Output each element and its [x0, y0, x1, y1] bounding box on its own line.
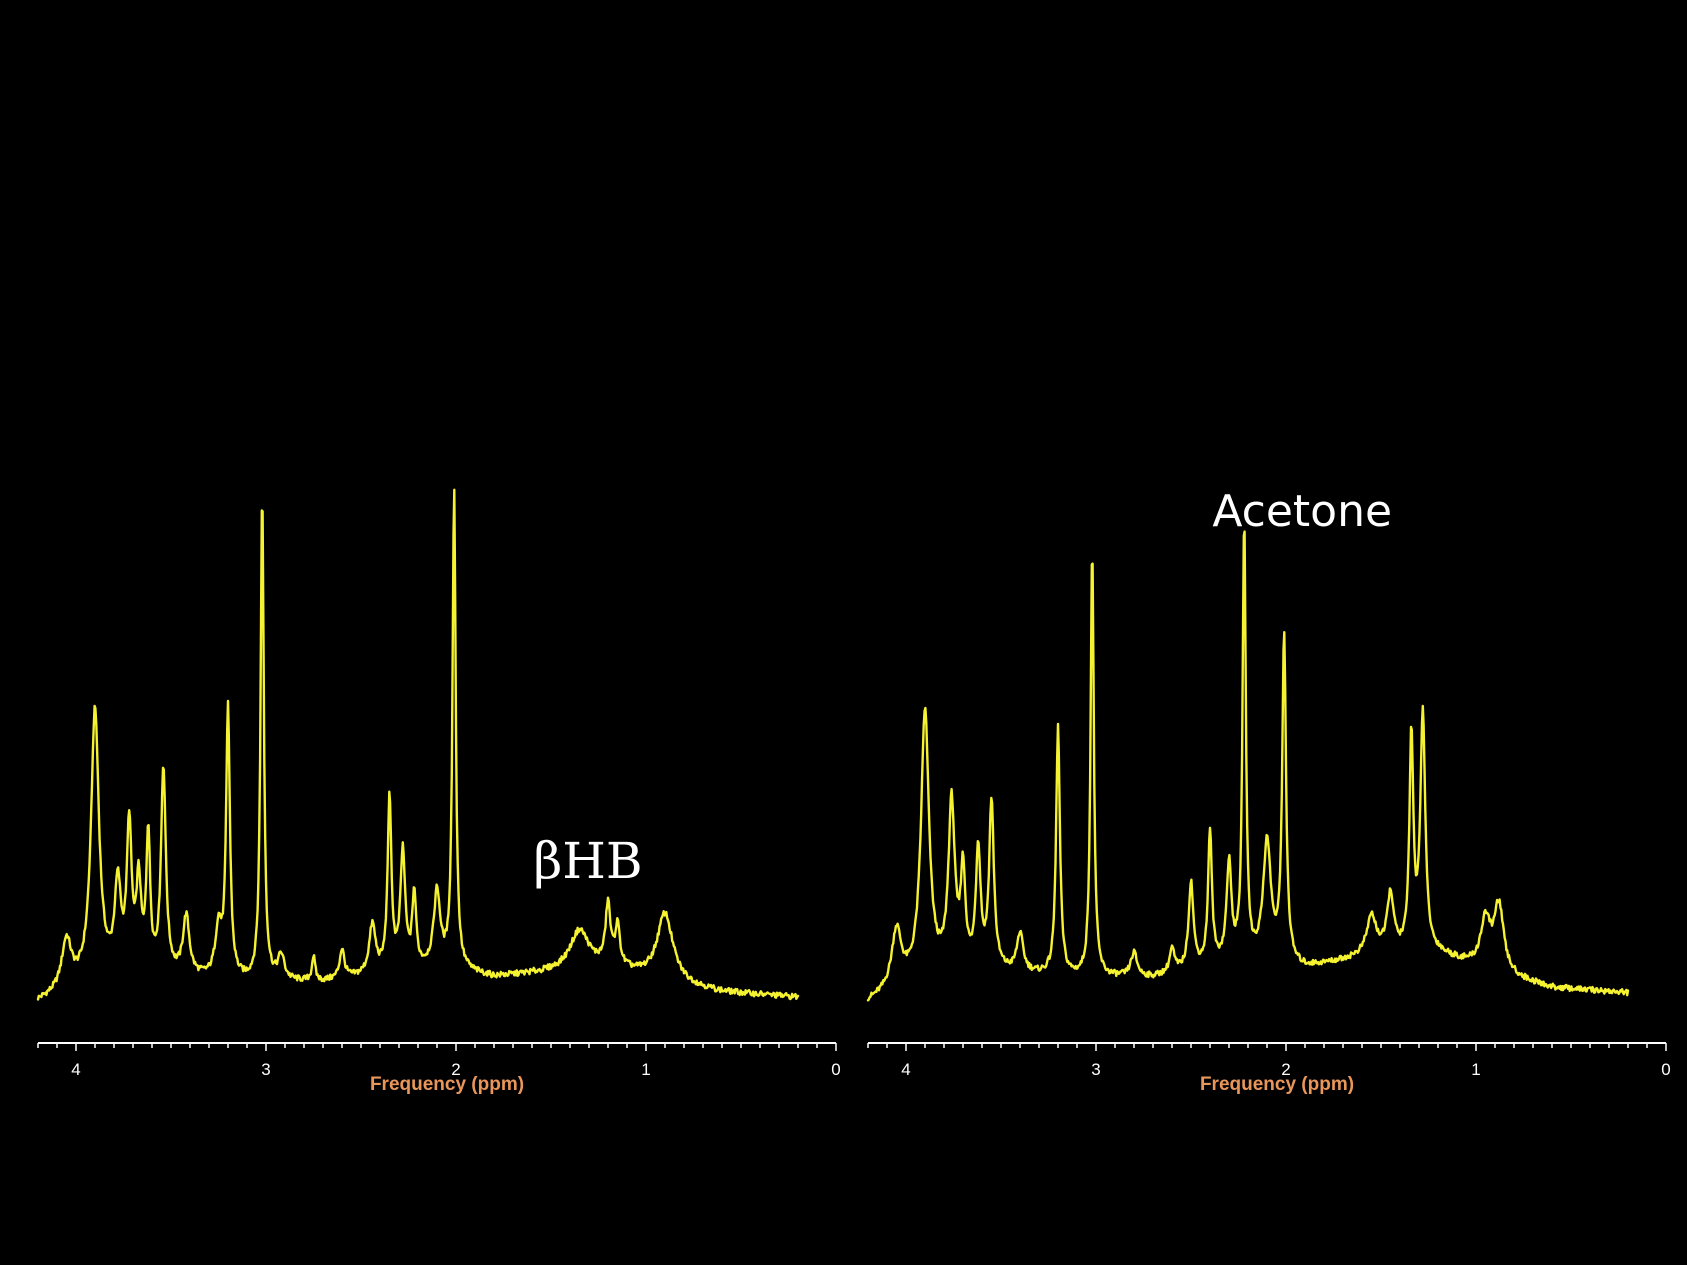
- x-tick-label: 3: [261, 1060, 270, 1079]
- x-tick-label: 4: [901, 1060, 910, 1079]
- spectrum-panel-left: 4 3 2 1 0 Frequency (ppm) βHB: [36, 488, 841, 1095]
- x-tick-label: 3: [1091, 1060, 1100, 1079]
- x-tick-label: 2: [1281, 1060, 1290, 1079]
- annotation-bhb: βHB: [533, 832, 642, 890]
- x-tick-label: 0: [1661, 1060, 1670, 1079]
- x-ticks-right: 4 3 2 1 0: [867, 1043, 1671, 1079]
- spectrum-line-right: [866, 530, 1630, 1002]
- x-tick-label: 0: [831, 1060, 840, 1079]
- x-ticks-left: 4 3 2 1 0: [37, 1043, 841, 1079]
- spectrum-line-left: [36, 488, 800, 1001]
- x-axis-title-left: Frequency (ppm): [370, 1074, 524, 1095]
- x-tick-label: 1: [1471, 1060, 1480, 1079]
- x-tick-label: 1: [641, 1060, 650, 1079]
- x-tick-label: 2: [451, 1060, 460, 1079]
- annotation-acetone: Acetone: [1212, 486, 1392, 537]
- spectrum-panel-right: 4 3 2 1 0 Frequency (ppm) Acetone: [866, 486, 1671, 1095]
- x-axis-title-right: Frequency (ppm): [1200, 1074, 1354, 1095]
- x-tick-label: 4: [71, 1060, 80, 1079]
